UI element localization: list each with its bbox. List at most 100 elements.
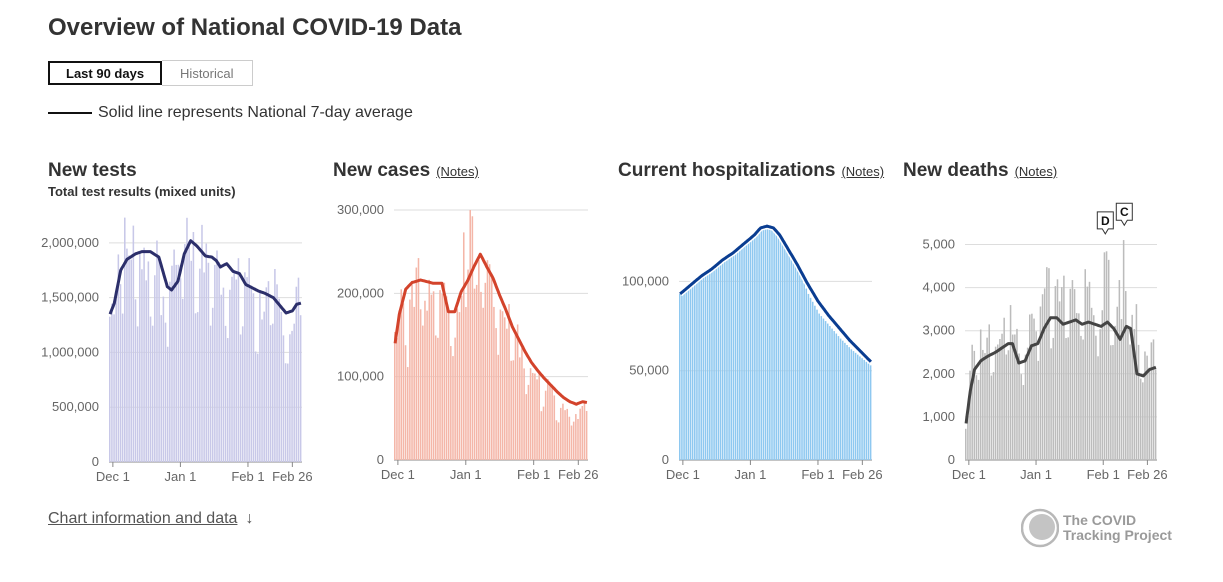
bar xyxy=(173,249,175,462)
notes-link-cases[interactable]: (Notes) xyxy=(436,164,479,179)
bar xyxy=(965,428,967,460)
x-tick-label: Feb 26 xyxy=(558,467,598,482)
bar xyxy=(443,282,446,460)
bar xyxy=(432,291,435,460)
bar xyxy=(409,299,411,460)
bar xyxy=(579,408,581,460)
bar xyxy=(467,269,469,460)
bar xyxy=(863,360,865,460)
bar xyxy=(295,286,298,462)
annotation-flag xyxy=(1115,202,1133,227)
bar xyxy=(424,300,426,460)
bar xyxy=(291,330,293,462)
bar xyxy=(284,363,287,462)
bar xyxy=(469,210,471,460)
bar xyxy=(531,372,534,460)
x-tick-label: Dec 1 xyxy=(666,467,700,482)
bar xyxy=(779,235,782,460)
bar xyxy=(709,269,711,460)
bar xyxy=(184,244,186,462)
bar xyxy=(706,271,709,460)
logo-line-1: The COVID xyxy=(1063,512,1137,528)
bar xyxy=(1152,339,1155,460)
bar xyxy=(447,309,450,460)
bar xyxy=(553,395,556,460)
tab-historical[interactable]: Historical xyxy=(162,60,253,86)
bar xyxy=(1026,347,1029,460)
bar xyxy=(211,307,214,462)
bar xyxy=(826,323,829,460)
chart-information-link[interactable]: Chart information and data ↓ xyxy=(48,510,253,528)
y-tick-label: 3,000 xyxy=(922,323,955,338)
bar xyxy=(559,407,562,460)
bar xyxy=(583,402,586,460)
bar xyxy=(488,264,491,460)
bar xyxy=(508,304,510,460)
bar xyxy=(462,232,465,460)
bar xyxy=(1011,334,1014,460)
annotation-D: D xyxy=(1096,211,1114,235)
bar xyxy=(145,280,147,462)
y-tick-label: 0 xyxy=(92,454,99,469)
bar xyxy=(396,338,398,460)
bar xyxy=(799,272,801,460)
bar xyxy=(988,324,990,460)
bar xyxy=(1107,259,1110,460)
tab-last-90-days[interactable]: Last 90 days xyxy=(48,61,163,85)
bar xyxy=(557,422,560,460)
series-line xyxy=(679,224,873,363)
chart-header-cases: New cases (Notes) xyxy=(333,160,479,182)
bar xyxy=(861,358,863,460)
bar xyxy=(201,224,203,462)
y-tick-label: 50,000 xyxy=(629,363,669,378)
bar xyxy=(781,238,784,460)
bar xyxy=(739,245,741,460)
bar xyxy=(969,370,971,460)
bar xyxy=(719,261,722,460)
bar xyxy=(139,251,141,462)
bar xyxy=(1058,301,1061,460)
bar xyxy=(741,243,743,460)
bar xyxy=(419,309,422,460)
bar xyxy=(734,249,737,460)
bar xyxy=(1073,289,1076,460)
bar xyxy=(1080,335,1082,460)
bar xyxy=(547,379,549,460)
bar xyxy=(575,414,577,460)
bar xyxy=(181,298,184,462)
bar xyxy=(471,216,474,460)
bar xyxy=(816,309,818,460)
bar xyxy=(220,294,223,462)
bar xyxy=(113,314,115,462)
x-tick-label: Dec 1 xyxy=(381,467,415,482)
bar xyxy=(994,346,997,460)
bar xyxy=(452,356,454,460)
notes-link-hospitalizations[interactable]: (Notes) xyxy=(841,164,885,179)
bar xyxy=(869,365,872,460)
bar xyxy=(562,403,564,460)
bar xyxy=(1135,304,1138,460)
bar xyxy=(413,306,415,460)
bar xyxy=(196,312,199,462)
bar xyxy=(235,279,238,462)
chart-hosp: 0 50,000 100,000 Dec 1 Jan 1 Feb 1 Feb 26 xyxy=(622,222,883,482)
bar xyxy=(265,287,268,462)
chart-information-text: Chart information and data xyxy=(48,510,238,527)
bar xyxy=(807,293,810,460)
legend-text: Solid line represents National 7-day ave… xyxy=(98,104,413,121)
notes-link-deaths[interactable]: (Notes) xyxy=(1014,164,1058,179)
bar xyxy=(829,326,831,460)
bar xyxy=(796,267,799,460)
bar xyxy=(1031,313,1033,460)
bar xyxy=(480,291,482,460)
y-tick-label: 2,000,000 xyxy=(41,235,99,250)
bar xyxy=(274,269,276,462)
bar xyxy=(179,278,182,462)
logo-text: The COVID Tracking Project xyxy=(1063,513,1172,543)
series-line xyxy=(964,316,1157,424)
bar xyxy=(411,284,413,460)
bar xyxy=(971,344,973,460)
bar xyxy=(977,379,980,460)
logo-line-2: Tracking Project xyxy=(1063,527,1172,543)
bar xyxy=(540,411,543,460)
